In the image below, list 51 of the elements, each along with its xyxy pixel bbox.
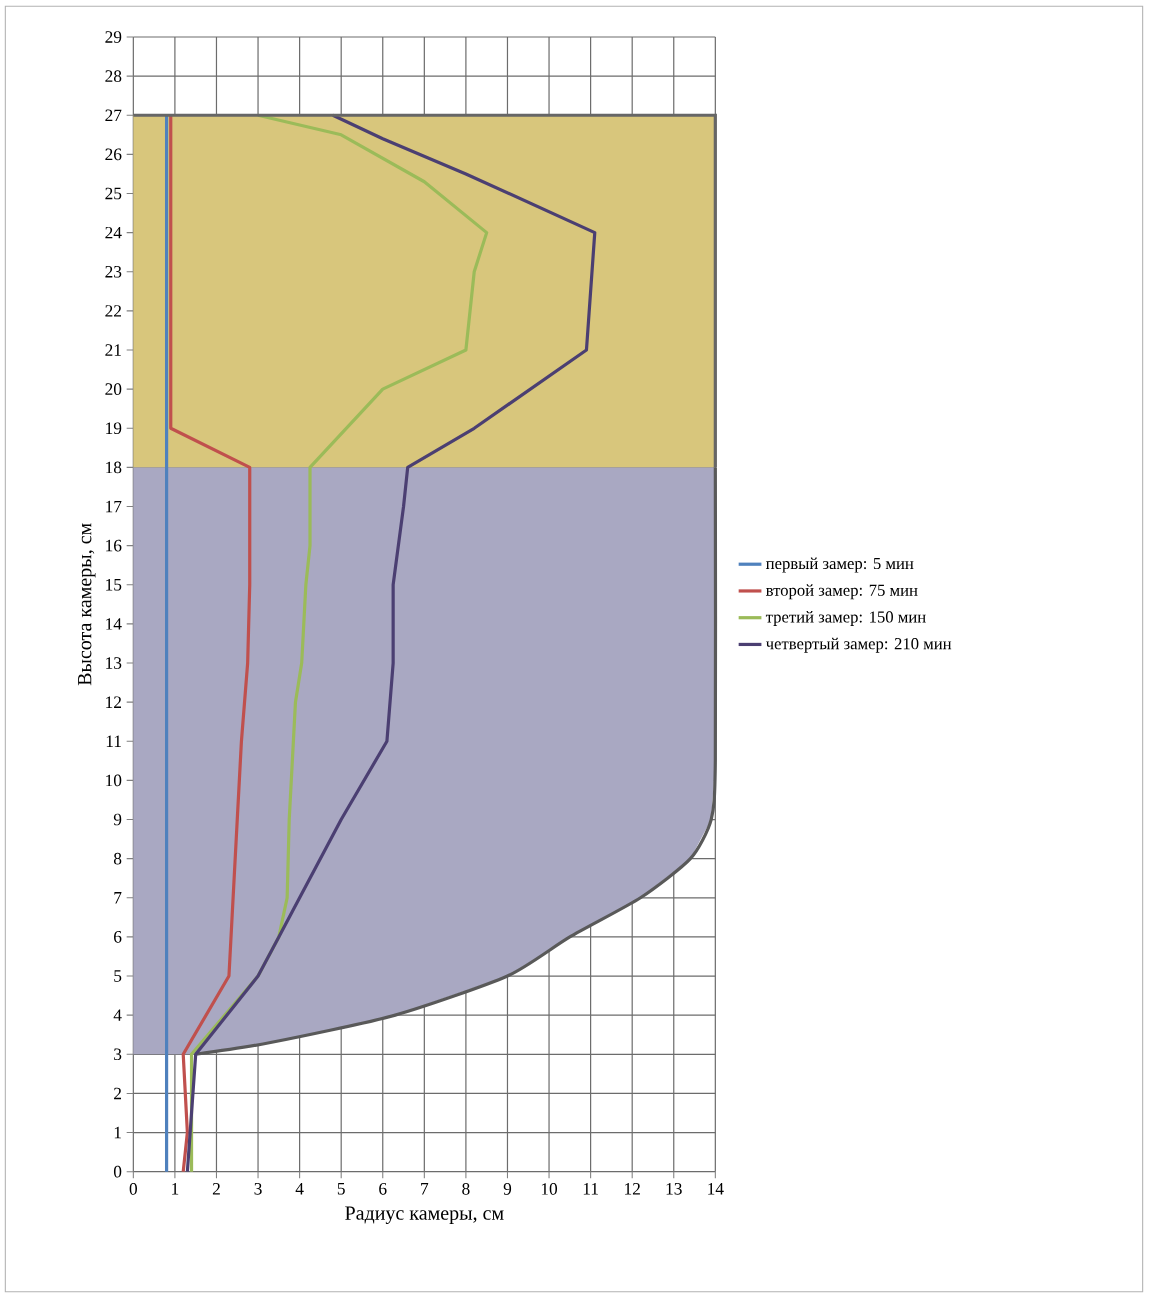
x-tick-label: 9 — [503, 1183, 512, 1195]
y-tick-label: 12 — [106, 696, 121, 708]
y-tick-label: 4 — [113, 1009, 122, 1021]
y-tick-label: 10 — [106, 774, 122, 787]
y-tick-label: 7 — [114, 892, 122, 904]
y-tick-label: 2 — [114, 1087, 121, 1100]
legend-label: второй замер: 75 мин — [765, 584, 918, 600]
y-tick-label: 24 — [105, 226, 122, 239]
x-tick-label: 12 — [625, 1183, 640, 1195]
x-tick-label: 2 — [212, 1183, 220, 1195]
y-tick-label: 25 — [105, 187, 122, 200]
x-tick-label: 0 — [129, 1183, 138, 1195]
x-tick-label: 4 — [295, 1183, 304, 1195]
y-tick-label: 28 — [105, 70, 122, 82]
x-tick-label: 7 — [421, 1183, 429, 1195]
y-tick-label: 9 — [113, 813, 122, 826]
x-tick-label: 1 — [172, 1183, 179, 1195]
y-tick-label: 21 — [105, 344, 121, 356]
y-tick-label: 1 — [114, 1126, 121, 1139]
y-tick-label: 22 — [105, 305, 121, 317]
y-tick-label: 20 — [105, 383, 122, 395]
x-tick-label: 5 — [337, 1183, 345, 1195]
y-tick-label: 15 — [106, 578, 122, 591]
y-tick-label: 17 — [106, 500, 122, 513]
y-tick-label: 6 — [114, 931, 122, 943]
x-tick-label: 11 — [583, 1183, 598, 1195]
y-tick-label: 11 — [106, 735, 121, 747]
x-tick-label: 13 — [666, 1183, 682, 1195]
y-tick-label: 27 — [105, 109, 122, 121]
y-tick-label: 18 — [106, 461, 122, 474]
x-tick-label: 8 — [462, 1183, 470, 1195]
y-tick-label: 19 — [106, 422, 122, 435]
x-tick-label: 10 — [541, 1183, 558, 1195]
y-tick-label: 3 — [114, 1048, 122, 1061]
legend-label: первый замер: 5 мин — [765, 557, 914, 573]
x-axis-title: Радиус камеры, см — [345, 1206, 504, 1224]
y-tick-label: 0 — [113, 1165, 122, 1178]
y-tick-label: 16 — [106, 539, 122, 552]
legend-label: третий замер: 150 мин — [765, 610, 926, 626]
y-tick-label: 8 — [113, 852, 122, 865]
y-axis-title: Высота камеры, см — [78, 523, 96, 686]
x-tick-label: 3 — [254, 1183, 262, 1195]
y-tick-label: 13 — [106, 657, 122, 669]
y-tick-label: 14 — [106, 618, 122, 630]
y-tick-label: 26 — [105, 148, 122, 161]
y-tick-label: 5 — [114, 970, 122, 982]
x-tick-label: 14 — [708, 1183, 724, 1195]
y-tick-label: 29 — [105, 31, 122, 43]
y-tick-label: 23 — [105, 265, 122, 278]
x-tick-label: 6 — [379, 1183, 387, 1195]
legend-label: четвертый замер: 210 мин — [765, 637, 952, 653]
